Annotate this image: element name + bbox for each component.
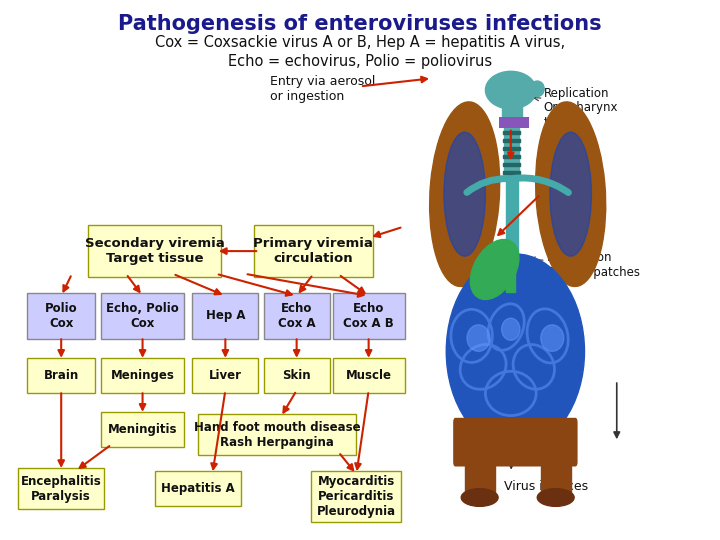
Bar xyxy=(503,171,520,174)
Ellipse shape xyxy=(537,489,574,507)
FancyBboxPatch shape xyxy=(101,411,184,447)
Text: Entry via aerosol
or ingestion: Entry via aerosol or ingestion xyxy=(270,75,375,103)
Text: Secondary viremia
Target tissue: Secondary viremia Target tissue xyxy=(85,237,225,265)
Text: Myocarditis
Pericarditis
Pleurodynia: Myocarditis Pericarditis Pleurodynia xyxy=(317,475,396,518)
Ellipse shape xyxy=(502,318,520,340)
FancyBboxPatch shape xyxy=(101,358,184,393)
Text: Primary viremia
circulation: Primary viremia circulation xyxy=(253,237,373,265)
FancyBboxPatch shape xyxy=(155,471,241,507)
Ellipse shape xyxy=(550,132,591,256)
Bar xyxy=(503,131,520,134)
FancyBboxPatch shape xyxy=(264,358,330,393)
Text: Echo
Cox A B: Echo Cox A B xyxy=(343,302,394,330)
FancyBboxPatch shape xyxy=(101,293,184,339)
FancyBboxPatch shape xyxy=(333,293,405,339)
Bar xyxy=(506,177,518,254)
Ellipse shape xyxy=(444,132,485,256)
Ellipse shape xyxy=(536,102,606,287)
FancyBboxPatch shape xyxy=(264,293,330,339)
Text: Echo
Cox A: Echo Cox A xyxy=(278,302,315,330)
Text: Cox = Coxsackie virus A or B, Hep A = hepatitis A virus,: Cox = Coxsackie virus A or B, Hep A = he… xyxy=(155,35,565,50)
Bar xyxy=(503,139,520,143)
FancyBboxPatch shape xyxy=(253,226,373,276)
Text: Liver: Liver xyxy=(209,369,242,382)
Text: Replication
Oro-pharynx
tonsils: Replication Oro-pharynx tonsils xyxy=(544,86,618,130)
FancyBboxPatch shape xyxy=(198,415,356,455)
FancyBboxPatch shape xyxy=(27,293,95,339)
Bar xyxy=(502,88,522,126)
Ellipse shape xyxy=(467,325,490,352)
Text: Pathogenesis of enteroviruses infections: Pathogenesis of enteroviruses infections xyxy=(118,14,602,33)
FancyBboxPatch shape xyxy=(192,293,258,339)
Ellipse shape xyxy=(446,254,585,449)
FancyBboxPatch shape xyxy=(27,358,95,393)
Bar xyxy=(503,155,520,158)
Text: Meninges: Meninges xyxy=(111,369,174,382)
Text: Brain: Brain xyxy=(44,369,78,382)
Text: Meningitis: Meningitis xyxy=(108,423,177,436)
FancyArrowPatch shape xyxy=(467,179,508,192)
Bar xyxy=(503,163,520,166)
Text: Echo = echovirus, Polio = poliovirus: Echo = echovirus, Polio = poliovirus xyxy=(228,54,492,69)
Ellipse shape xyxy=(462,489,498,507)
FancyBboxPatch shape xyxy=(311,471,402,523)
Bar xyxy=(504,123,519,179)
Text: Replication
Peyer's patches: Replication Peyer's patches xyxy=(547,251,640,279)
FancyBboxPatch shape xyxy=(89,226,222,276)
Text: Hand foot mouth disease
Rash Herpangina: Hand foot mouth disease Rash Herpangina xyxy=(194,421,361,449)
Text: Echo, Polio
Cox: Echo, Polio Cox xyxy=(106,302,179,330)
Ellipse shape xyxy=(485,71,536,109)
Ellipse shape xyxy=(531,81,544,97)
Bar xyxy=(506,265,516,292)
Text: Muscle: Muscle xyxy=(346,369,392,382)
Bar xyxy=(541,458,571,495)
FancyBboxPatch shape xyxy=(333,358,405,393)
Text: Polio
Cox: Polio Cox xyxy=(45,302,78,330)
Bar xyxy=(503,123,520,126)
Text: Hepatitis A: Hepatitis A xyxy=(161,482,235,495)
FancyArrowPatch shape xyxy=(513,178,568,193)
Ellipse shape xyxy=(430,102,500,287)
Text: Encephalitis
Paralysis: Encephalitis Paralysis xyxy=(21,475,102,503)
FancyBboxPatch shape xyxy=(499,117,529,128)
FancyBboxPatch shape xyxy=(192,358,258,393)
Bar xyxy=(503,147,520,150)
Text: Skin: Skin xyxy=(282,369,311,382)
Bar xyxy=(464,458,495,495)
FancyBboxPatch shape xyxy=(453,418,577,467)
Text: Hep A: Hep A xyxy=(206,309,245,322)
FancyBboxPatch shape xyxy=(18,468,104,509)
Ellipse shape xyxy=(541,325,564,352)
Text: Virus in feces: Virus in feces xyxy=(504,480,588,492)
Ellipse shape xyxy=(470,239,519,300)
